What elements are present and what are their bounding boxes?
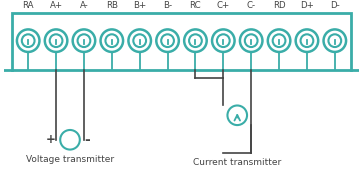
Circle shape: [133, 34, 146, 47]
Circle shape: [189, 34, 202, 47]
Circle shape: [228, 105, 247, 125]
Text: A-: A-: [79, 1, 88, 10]
Circle shape: [217, 34, 230, 47]
Circle shape: [273, 34, 285, 47]
Circle shape: [101, 29, 123, 52]
Circle shape: [50, 34, 62, 47]
Text: Voltage transmitter: Voltage transmitter: [26, 155, 114, 164]
Circle shape: [60, 130, 80, 150]
Text: +: +: [45, 133, 55, 146]
Text: D-: D-: [330, 1, 340, 10]
Circle shape: [161, 34, 174, 47]
Text: C+: C+: [217, 1, 230, 10]
Circle shape: [22, 34, 34, 47]
Text: D+: D+: [300, 1, 314, 10]
Circle shape: [323, 29, 346, 52]
Circle shape: [105, 34, 118, 47]
Circle shape: [212, 29, 234, 52]
Circle shape: [78, 34, 90, 47]
Circle shape: [296, 29, 318, 52]
Text: RB: RB: [106, 1, 118, 10]
Text: RA: RA: [23, 1, 34, 10]
Text: -: -: [85, 133, 90, 147]
Circle shape: [45, 29, 67, 52]
Text: B+: B+: [133, 1, 146, 10]
Circle shape: [240, 29, 262, 52]
Text: RC: RC: [189, 1, 201, 10]
Circle shape: [268, 29, 290, 52]
Circle shape: [129, 29, 151, 52]
Text: A+: A+: [49, 1, 63, 10]
Circle shape: [17, 29, 40, 52]
Circle shape: [245, 34, 258, 47]
Circle shape: [73, 29, 95, 52]
Text: B-: B-: [163, 1, 172, 10]
Text: RD: RD: [273, 1, 285, 10]
Bar: [12, 13, 351, 70]
Circle shape: [156, 29, 179, 52]
Text: C-: C-: [246, 1, 256, 10]
Circle shape: [301, 34, 313, 47]
Text: Current transmitter: Current transmitter: [193, 158, 281, 167]
Circle shape: [184, 29, 207, 52]
Circle shape: [329, 34, 341, 47]
